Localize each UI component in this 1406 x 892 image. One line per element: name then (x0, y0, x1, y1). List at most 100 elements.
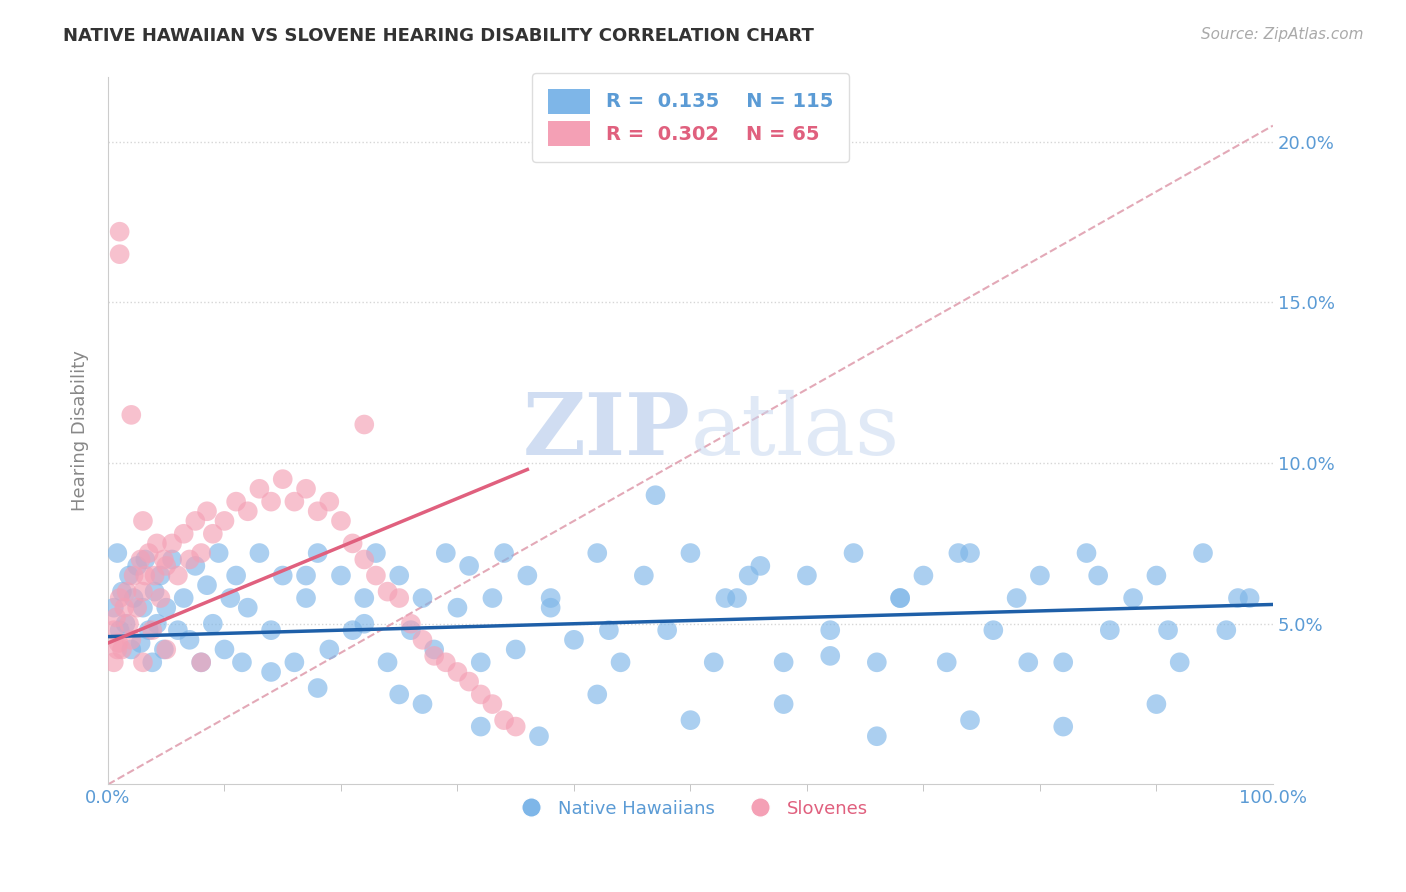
Point (609, 656, 631, 670)
Point (127, 558, 149, 573)
Point (132, 514, 155, 528)
Point (146, 616, 169, 631)
Point (122, 568, 145, 582)
Point (1122, 591, 1144, 605)
Point (283, 494, 305, 508)
Point (1239, 591, 1261, 605)
Point (959, 713, 981, 727)
Point (201, 526, 224, 541)
Point (434, 546, 457, 560)
Point (818, 623, 841, 637)
Point (655, 623, 678, 637)
Point (1098, 623, 1121, 637)
Point (105, 610, 128, 624)
Point (1215, 623, 1237, 637)
Point (167, 568, 190, 582)
Point (307, 681, 329, 695)
Point (173, 526, 195, 541)
Point (134, 568, 156, 582)
Point (149, 591, 172, 605)
Point (318, 494, 340, 508)
Point (458, 674, 481, 689)
Point (412, 632, 434, 647)
Point (295, 568, 318, 582)
Point (105, 546, 128, 560)
Point (155, 600, 177, 615)
Point (446, 600, 468, 615)
Point (307, 546, 329, 560)
Text: NATIVE HAWAIIAN VS SLOVENE HEARING DISABILITY CORRELATION CHART: NATIVE HAWAIIAN VS SLOVENE HEARING DISAB… (63, 27, 814, 45)
Point (981, 623, 1004, 637)
Point (377, 584, 399, 599)
Point (1192, 546, 1215, 560)
Point (129, 552, 152, 566)
Point (231, 656, 253, 670)
Point (1017, 656, 1039, 670)
Point (132, 656, 155, 670)
Point (818, 648, 841, 663)
Point (353, 616, 375, 631)
Text: Source: ZipAtlas.com: Source: ZipAtlas.com (1201, 27, 1364, 42)
Point (260, 494, 283, 508)
Point (434, 656, 457, 670)
Point (494, 546, 516, 560)
Point (318, 642, 340, 657)
Point (201, 616, 224, 631)
Point (364, 568, 387, 582)
Point (138, 546, 160, 560)
Point (679, 713, 702, 727)
Point (866, 729, 889, 743)
Point (283, 656, 305, 670)
Point (153, 642, 176, 657)
Point (527, 729, 550, 743)
Point (423, 642, 446, 657)
Point (108, 247, 131, 261)
Point (505, 642, 527, 657)
Point (132, 600, 155, 615)
Point (1087, 568, 1109, 582)
Point (866, 656, 889, 670)
Point (120, 632, 142, 647)
Point (377, 656, 399, 670)
Point (108, 225, 131, 239)
Point (120, 408, 142, 422)
Point (307, 504, 329, 518)
Point (143, 584, 166, 599)
Point (155, 558, 177, 573)
Point (190, 656, 212, 670)
Point (134, 552, 156, 566)
Point (644, 488, 666, 502)
Point (236, 504, 259, 518)
Point (598, 623, 620, 637)
Point (1076, 546, 1098, 560)
Point (342, 623, 364, 637)
Point (195, 578, 218, 592)
Point (364, 546, 387, 560)
Point (103, 623, 125, 637)
Point (1157, 623, 1180, 637)
Point (889, 591, 911, 605)
Point (749, 558, 772, 573)
Point (249, 546, 271, 560)
Point (399, 616, 422, 631)
Point (160, 536, 183, 550)
Point (481, 591, 503, 605)
Point (1029, 568, 1052, 582)
Point (167, 623, 190, 637)
Point (1052, 656, 1074, 670)
Point (107, 636, 129, 650)
Point (138, 623, 160, 637)
Point (494, 713, 516, 727)
Point (190, 546, 212, 560)
Point (214, 642, 236, 657)
Point (412, 697, 434, 711)
Text: atlas: atlas (690, 389, 900, 473)
Point (423, 648, 446, 663)
Point (103, 600, 125, 615)
Point (108, 591, 131, 605)
Point (295, 482, 318, 496)
Point (330, 568, 353, 582)
Point (127, 600, 149, 615)
Point (1005, 591, 1028, 605)
Point (842, 546, 865, 560)
